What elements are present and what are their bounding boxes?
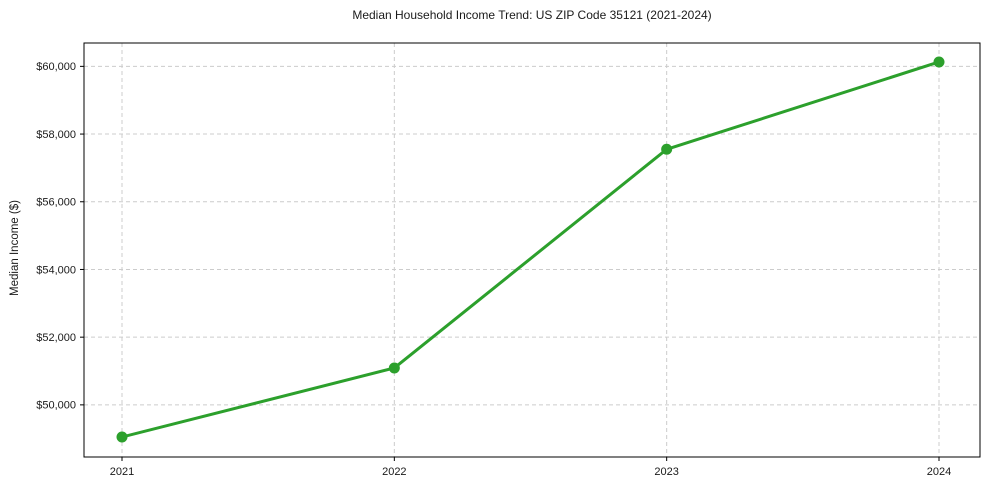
data-line	[120, 60, 941, 439]
data-point	[933, 56, 945, 68]
y-tick-label: $50,000	[36, 400, 76, 412]
data-point	[661, 143, 673, 155]
chart-title: Median Household Income Trend: US ZIP Co…	[352, 8, 712, 22]
y-tick-label: $60,000	[36, 61, 76, 73]
data-point	[388, 362, 400, 374]
y-tick-label: $54,000	[36, 264, 76, 276]
x-tick-label: 2024	[927, 466, 951, 478]
axes-frame	[83, 42, 981, 458]
y-tick-label: $56,000	[36, 197, 76, 209]
x-tick-label: 2021	[110, 466, 134, 478]
y-tick-label: $58,000	[36, 129, 76, 141]
x-tick-label: 2022	[382, 466, 406, 478]
y-tick-label: $52,000	[36, 332, 76, 344]
data-point	[116, 431, 128, 443]
x-tick-label: 2023	[654, 466, 678, 478]
